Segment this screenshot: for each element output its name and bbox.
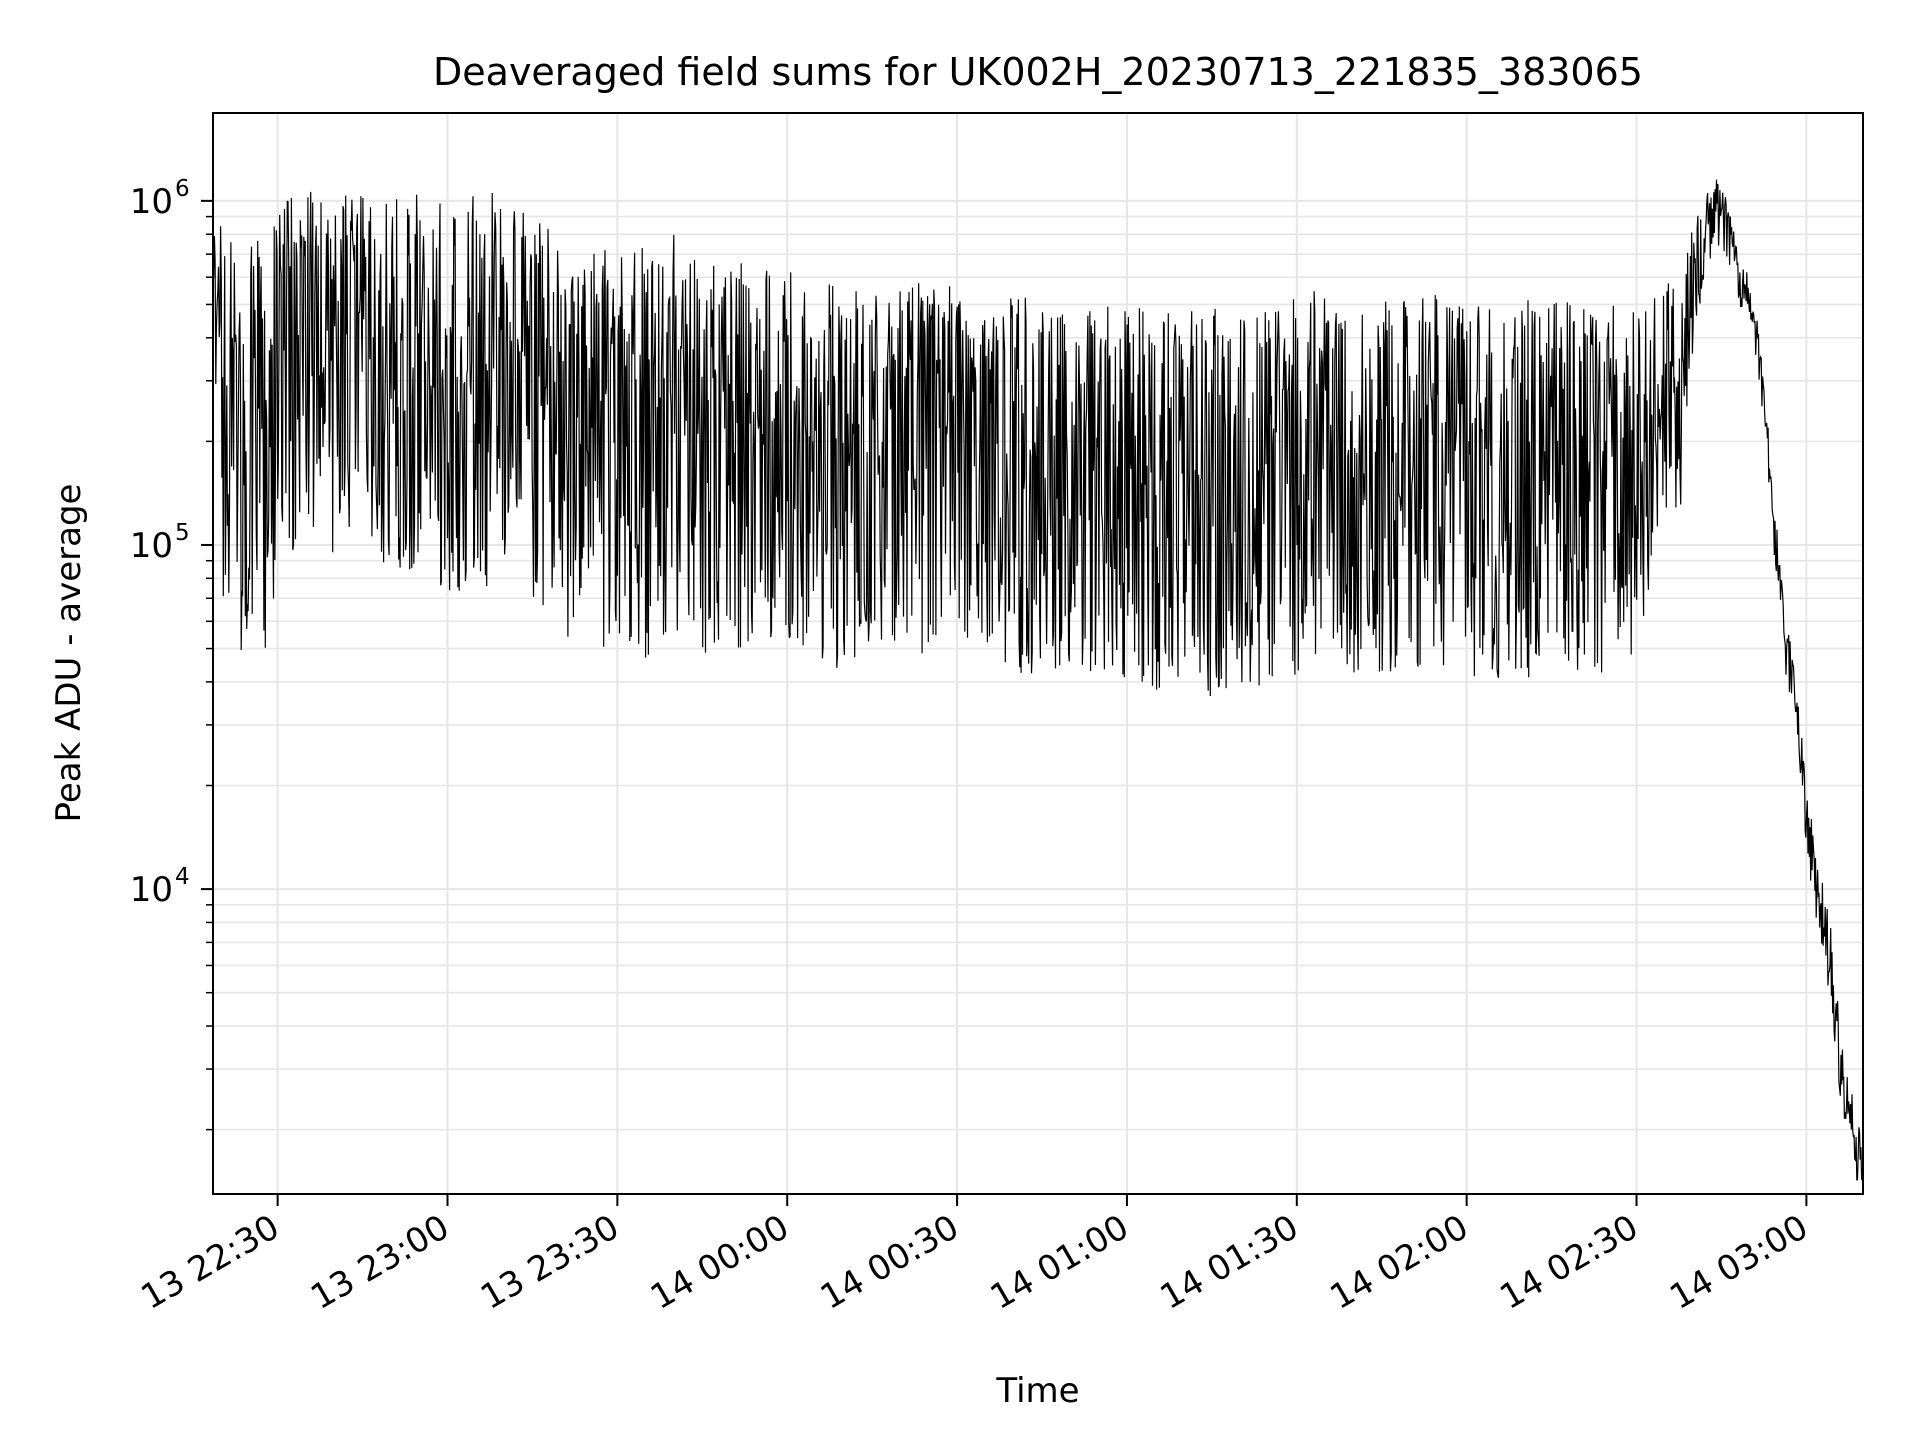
y-tick-label-exponent: 6 — [175, 176, 190, 202]
y-tick-label-exponent: 4 — [175, 864, 190, 890]
y-tick-label-exponent: 5 — [175, 520, 190, 546]
series-line-layer — [212, 179, 1864, 1181]
chart-title: Deaveraged field sums for UK002H_2023071… — [433, 50, 1643, 94]
y-tick-label: 10 — [130, 870, 173, 910]
series-line — [212, 179, 1864, 1181]
y-tick-label: 10 — [130, 182, 173, 222]
y-axis-label: Peak ADU - average — [49, 484, 89, 823]
plot-area-frame — [212, 112, 1864, 1195]
y-tick-label: 10 — [130, 526, 173, 566]
grid-lines — [213, 113, 1863, 1194]
x-axis-label: Time — [995, 1371, 1079, 1411]
